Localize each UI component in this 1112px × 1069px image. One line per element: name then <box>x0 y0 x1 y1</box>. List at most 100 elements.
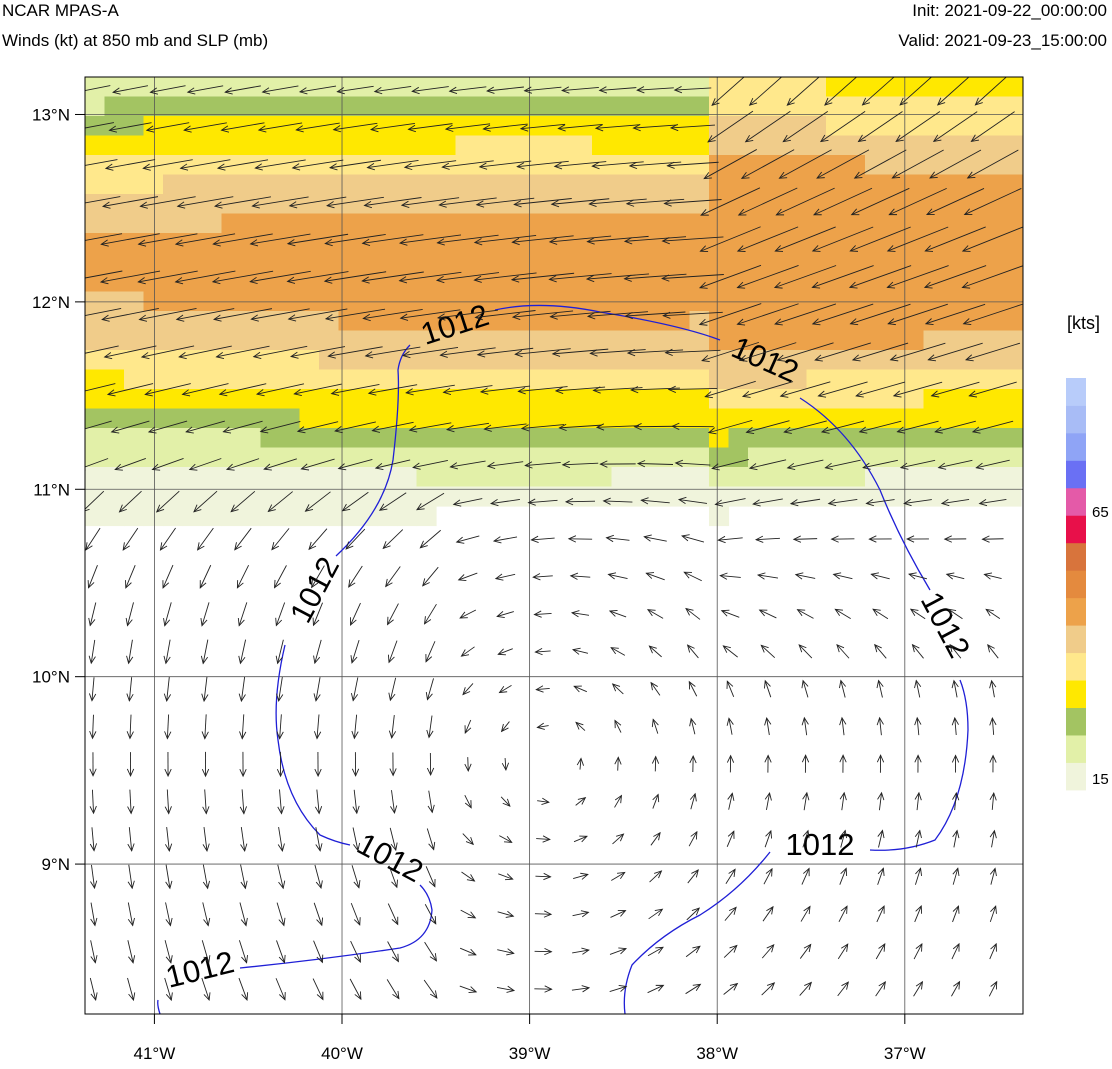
wind-vector <box>966 149 1019 179</box>
wind-vector <box>849 226 911 252</box>
wind-vector <box>482 123 528 132</box>
speed-cell <box>1021 135 1023 156</box>
wind-vector <box>714 498 746 507</box>
wind-vector <box>820 420 865 434</box>
speed-cell <box>1021 96 1023 117</box>
speed-cell <box>1021 467 1023 488</box>
speed-cell <box>143 447 164 468</box>
wind-vector <box>435 272 500 284</box>
wind-vector <box>903 498 932 507</box>
valid-time: Valid: 2021-09-23_15:00:00 <box>898 31 1107 50</box>
speed-cell <box>650 155 671 176</box>
wind-vector <box>85 122 115 129</box>
speed-cell <box>962 96 983 117</box>
speed-cell <box>455 389 476 410</box>
wind-vector <box>987 643 999 659</box>
speed-cell <box>806 77 827 98</box>
speed-cell <box>299 116 320 137</box>
speed-cell <box>397 311 418 332</box>
speed-cell <box>572 311 593 332</box>
speed-cell <box>436 350 457 371</box>
speed-cell <box>631 447 652 468</box>
speed-cell <box>104 447 125 468</box>
speed-cell <box>845 252 866 273</box>
speed-cell <box>689 369 710 390</box>
wind-vector <box>989 717 997 735</box>
wind-vector <box>674 459 711 467</box>
wind-vector <box>100 233 160 247</box>
wind-vector <box>500 796 511 807</box>
wind-vector <box>202 902 211 927</box>
wind-vector <box>961 226 1023 252</box>
wind-vector <box>865 498 895 507</box>
speed-cell <box>826 194 847 215</box>
speed-cell <box>221 116 242 137</box>
speed-cell <box>85 467 106 488</box>
speed-cell <box>982 369 1003 390</box>
speed-cell <box>124 96 145 117</box>
speed-cell <box>143 467 164 488</box>
wind-vector <box>736 226 799 252</box>
speed-cell <box>455 330 476 351</box>
speed-cell <box>982 272 1003 293</box>
speed-cell <box>377 408 398 429</box>
speed-cell <box>514 213 535 234</box>
wind-vector <box>748 77 783 106</box>
wind-vector <box>330 383 380 396</box>
wind-vector <box>932 111 978 143</box>
speed-cell <box>416 330 437 351</box>
speed-cell <box>533 350 554 371</box>
speed-cell <box>163 116 184 137</box>
wind-vector <box>255 383 305 397</box>
wind-vector <box>723 982 739 995</box>
speed-cell <box>104 350 125 371</box>
speed-cell <box>241 408 262 429</box>
speed-cell <box>845 272 866 293</box>
wind-vector <box>763 679 772 698</box>
speed-cell <box>260 116 281 137</box>
speed-cell <box>280 447 301 468</box>
wind-vector <box>666 161 719 169</box>
speed-cell <box>397 486 418 507</box>
speed-cell <box>826 389 847 410</box>
speed-cell <box>514 96 535 117</box>
wind-vector <box>671 422 714 430</box>
speed-cell <box>377 233 398 254</box>
speed-cell <box>1001 135 1022 156</box>
wind-vector <box>276 751 285 778</box>
speed-cell <box>514 272 535 293</box>
wind-vector <box>595 423 640 431</box>
wind-vector <box>163 602 172 627</box>
speed-cell <box>689 272 710 293</box>
speed-cell <box>845 155 866 176</box>
speed-cell <box>826 408 847 429</box>
speed-cell <box>767 389 788 410</box>
speed-cell <box>280 428 301 449</box>
wind-vector <box>147 420 188 434</box>
wind-vector <box>88 677 97 702</box>
wind-vector <box>201 714 209 740</box>
speed-cell <box>299 77 320 98</box>
speed-cell <box>865 96 886 117</box>
speed-cell <box>982 96 1003 117</box>
speed-cell <box>767 174 788 195</box>
speed-cell <box>1021 311 1023 332</box>
speed-cell <box>904 311 925 332</box>
speed-cell <box>689 174 710 195</box>
wind-vector <box>567 535 593 543</box>
speed-cell <box>806 486 827 507</box>
speed-cell <box>982 213 1003 234</box>
wind-vector <box>85 307 122 317</box>
speed-cell <box>377 350 398 371</box>
wind-vector <box>937 459 973 470</box>
wind-vector <box>940 498 970 507</box>
speed-cell <box>182 135 203 156</box>
wind-vector <box>575 796 587 806</box>
wind-vector <box>126 752 135 777</box>
wind-vector <box>345 528 366 550</box>
speed-cell <box>221 252 242 273</box>
wind-vector <box>722 645 738 658</box>
speed-cell <box>572 389 593 410</box>
speed-cell <box>397 330 418 351</box>
wind-vector <box>474 310 536 321</box>
